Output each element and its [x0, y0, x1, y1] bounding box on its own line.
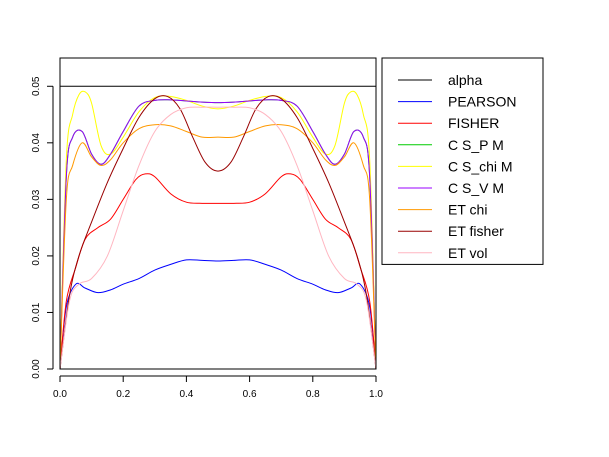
legend-label: ET chi — [448, 202, 487, 218]
legend-label: C S_V M — [448, 180, 504, 196]
series-line-pearson — [60, 259, 376, 369]
y-tick-label: 0.00 — [31, 359, 42, 379]
legend-label: ET fisher — [448, 223, 504, 239]
series-line-et-fisher — [60, 95, 376, 369]
plot-frame — [59, 57, 377, 370]
series-line-et-vol — [60, 106, 376, 369]
series-line-c-s-v-m — [60, 99, 376, 369]
legend-label: C S_chi M — [448, 158, 513, 174]
x-tick-label: 0.8 — [306, 389, 320, 400]
legend-box — [381, 57, 544, 265]
legend-label: C S_P M — [448, 137, 504, 153]
legend-label: PEARSON — [448, 94, 516, 110]
x-tick-label: 0.2 — [116, 389, 130, 400]
series-line-fisher — [60, 173, 376, 369]
x-tick-label: 1.0 — [369, 389, 383, 400]
y-tick-label: 0.03 — [31, 189, 42, 209]
x-tick-label: 0.6 — [243, 389, 257, 400]
series-line-c-s-chi-m — [60, 90, 376, 369]
y-tick-label: 0.01 — [31, 302, 42, 322]
series-layer — [60, 85, 376, 369]
axes-layer: 0.0 0.2 0.4 0.6 0.8 1.0 0.00 0.01 0.02 0.03 0.04 0.… — [31, 57, 383, 400]
x-tick-label: 0.4 — [179, 389, 193, 400]
legend-label: alpha — [448, 72, 482, 88]
series-line-et-chi — [60, 124, 376, 369]
legend: alpha PEARSON FISHER C S_P M C S_chi M C S_V … — [381, 57, 544, 265]
y-tick-label: 0.04 — [31, 133, 42, 153]
y-tick-label: 0.02 — [31, 246, 42, 266]
legend-label: FISHER — [448, 115, 499, 131]
x-tick-label: 0.0 — [53, 389, 67, 400]
legend-label: ET vol — [448, 245, 487, 261]
y-tick-label: 0.05 — [31, 76, 42, 96]
